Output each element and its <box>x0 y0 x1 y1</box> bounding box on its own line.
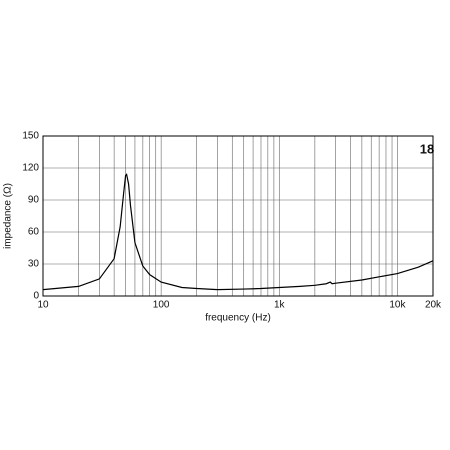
x-tick-label: 10k <box>389 300 406 311</box>
y-tick-label: 60 <box>28 227 40 238</box>
x-tick-label: 100 <box>153 300 170 311</box>
x-tick-label: 1k <box>274 300 286 311</box>
y-tick-label: 0 <box>33 291 39 302</box>
y-tick-label: 90 <box>28 195 40 206</box>
plot-frame <box>42 135 434 297</box>
x-tick-label: 20k <box>425 300 442 311</box>
x-tick-label: 10 <box>37 300 49 311</box>
y-axis-label: impedance (Ω) <box>3 183 14 249</box>
logo: 18 <box>420 141 434 156</box>
y-tick-label: 120 <box>22 163 39 174</box>
y-tick-label: 150 <box>22 131 39 142</box>
x-axis-label: frequency (Hz) <box>205 313 271 324</box>
y-tick-label: 30 <box>28 259 40 270</box>
impedance-curve <box>42 173 434 291</box>
